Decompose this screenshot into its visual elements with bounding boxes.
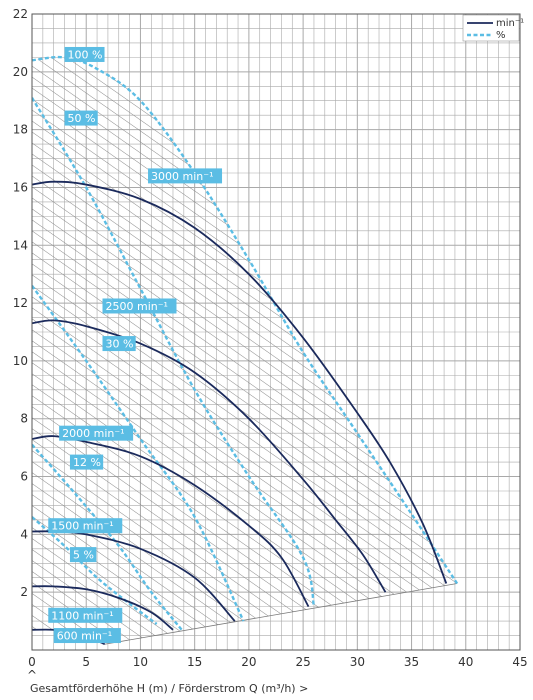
curve-label-box (53, 628, 121, 644)
x-tick-label: 0 (28, 655, 36, 669)
plot-border (31, 13, 521, 651)
x-tick-label: 20 (241, 655, 256, 669)
x-tick-label: 30 (350, 655, 365, 669)
curve-label-text: 2000 min⁻¹ (62, 427, 124, 440)
curve-label: 1100 min⁻¹ (48, 607, 123, 623)
curve-label-text: 3000 min⁻¹ (151, 170, 213, 183)
curve-label-text: 30 % (105, 338, 133, 351)
legend-box (462, 14, 520, 42)
y-tick-label: 2 (20, 585, 28, 599)
y-tick-label: 22 (13, 7, 28, 21)
curve-label: 3000 min⁻¹ (148, 168, 223, 184)
curve-label-text: 12 % (73, 456, 101, 469)
efficiency-curve (32, 443, 183, 631)
curve-label: 12 % (69, 454, 104, 470)
curve-label-box (69, 454, 104, 470)
y-tick-label: 10 (13, 354, 28, 368)
y-tick-label: 4 (20, 527, 28, 541)
efficiency-curve (32, 516, 158, 625)
y-tick-label: 8 (20, 412, 28, 426)
efficiency-curves (32, 55, 459, 631)
axes: 0 5 10 15 20 25 30 35 40 45 2 4 6 8 10 12 14 16 18 20 22 (13, 7, 528, 669)
x-tick-label: 40 (458, 655, 473, 669)
y-tick-label: 6 (20, 470, 28, 484)
y-tick-label: 12 (13, 296, 28, 310)
y-tick-label: 18 (13, 123, 28, 137)
curve-labels: 100 % 50 % 3000 min⁻¹ 2500 min⁻¹ 30 % 2000 mi… (48, 46, 223, 644)
curve-label-box (59, 425, 134, 441)
curve-label: 2000 min⁻¹ (59, 425, 134, 441)
operating-area-fill (32, 57, 458, 645)
curve-label: 50 % (64, 110, 98, 126)
curve-label-text: 100 % (68, 48, 103, 61)
speed-curve (32, 585, 174, 631)
curve-label-text: 600 min⁻¹ (57, 630, 112, 643)
curve-label-box (64, 110, 98, 126)
x-tick-label: 25 (295, 655, 310, 669)
curve-label-text: 5 % (73, 549, 94, 562)
operating-area (32, 57, 458, 645)
curve-label-box (48, 518, 123, 534)
y-tick-label: 16 (13, 180, 28, 194)
curve-label: 30 % (102, 336, 136, 352)
operating-area-boundary (104, 583, 458, 645)
x-tick-label: 45 (512, 655, 527, 669)
curve-label-text: 50 % (68, 112, 96, 125)
legend-label: % (496, 30, 506, 41)
y-tick-label: 20 (13, 65, 28, 79)
x-tick-label: 35 (404, 655, 419, 669)
speed-curve (32, 180, 448, 584)
curve-label-box (69, 547, 97, 563)
curve-label-box (148, 168, 223, 184)
legend: min⁻¹% (462, 14, 524, 42)
curve-label: 2500 min⁻¹ (102, 298, 177, 314)
speed-curve (32, 319, 387, 593)
speed-curve (32, 435, 310, 608)
curve-label-box (48, 607, 123, 623)
axis-mark: ^ (27, 668, 37, 682)
speed-curves (32, 180, 448, 646)
curve-label: 1500 min⁻¹ (48, 518, 123, 534)
curve-label-text: 1500 min⁻¹ (51, 520, 113, 533)
x-tick-label: 5 (82, 655, 90, 669)
efficiency-curve (32, 55, 459, 585)
x-tick-label: 15 (187, 655, 202, 669)
curve-label-box (64, 46, 105, 62)
curve-label: 5 % (69, 547, 97, 563)
efficiency-curve (32, 97, 316, 607)
legend-label: min⁻¹ (496, 18, 524, 29)
curve-label-text: 1100 min⁻¹ (51, 609, 113, 622)
efficiency-curve (32, 285, 245, 622)
curve-label: 100 % (64, 46, 105, 62)
curve-label-text: 2500 min⁻¹ (105, 300, 167, 313)
x-axis-title: Gesamtförderhöhe H (m) / Förderstrom Q (… (30, 682, 308, 695)
curve-label-box (102, 336, 136, 352)
y-tick-label: 14 (13, 238, 28, 252)
curve-label-box (102, 298, 177, 314)
x-tick-label: 10 (133, 655, 148, 669)
curve-label: 600 min⁻¹ (53, 628, 121, 644)
